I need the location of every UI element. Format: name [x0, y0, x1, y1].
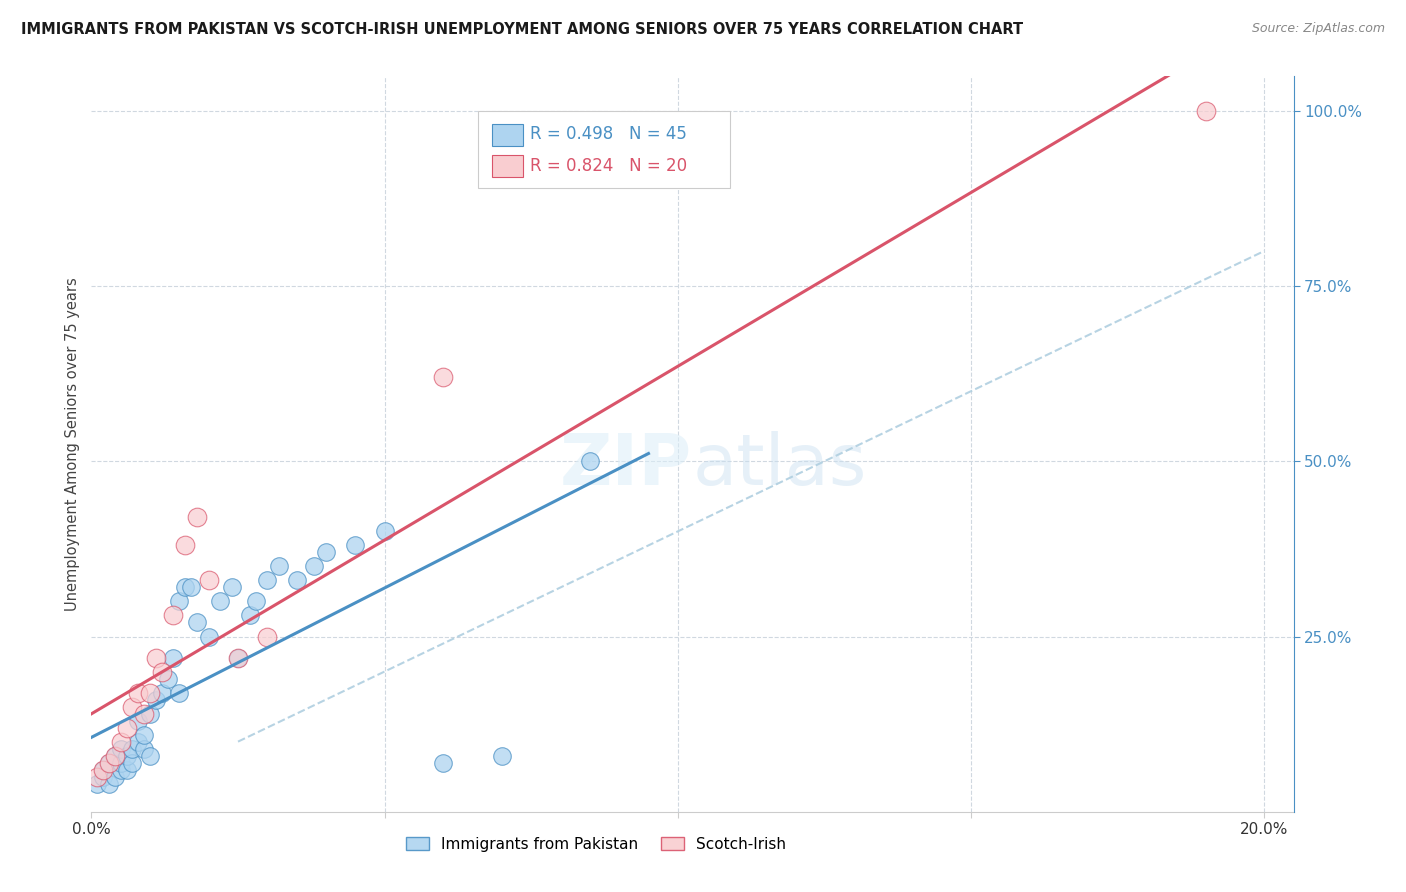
Point: [186, 510, 208, 524]
Point: [226, 650, 249, 665]
Point: [110, 734, 132, 748]
Point: [186, 615, 208, 630]
Point: [374, 524, 396, 539]
Point: [145, 650, 167, 665]
Point: [127, 734, 149, 748]
Point: [86, 770, 108, 784]
Point: [197, 574, 219, 588]
Point: [1194, 103, 1216, 118]
Text: R = 0.498   N = 45: R = 0.498 N = 45: [530, 125, 688, 144]
Point: [110, 756, 132, 770]
Point: [162, 608, 184, 623]
Point: [221, 581, 243, 595]
Point: [91, 763, 114, 777]
Text: IMMIGRANTS FROM PAKISTAN VS SCOTCH-IRISH UNEMPLOYMENT AMONG SENIORS OVER 75 YEAR: IMMIGRANTS FROM PAKISTAN VS SCOTCH-IRISH…: [21, 22, 1024, 37]
Point: [256, 574, 278, 588]
Point: [127, 685, 149, 699]
Point: [145, 692, 167, 706]
Point: [169, 594, 191, 608]
Point: [239, 608, 262, 623]
Text: ZIP: ZIP: [560, 432, 692, 500]
Text: atlas: atlas: [692, 432, 868, 500]
Point: [302, 559, 325, 574]
Point: [115, 721, 138, 735]
Point: [121, 756, 143, 770]
Point: [245, 594, 267, 608]
Point: [432, 370, 454, 384]
Point: [104, 748, 127, 763]
Point: [127, 714, 149, 728]
Y-axis label: Unemployment Among Seniors over 75 years: Unemployment Among Seniors over 75 years: [65, 277, 80, 611]
Point: [134, 741, 156, 756]
Point: [134, 728, 156, 742]
Point: [285, 574, 308, 588]
Point: [256, 630, 278, 644]
Point: [98, 777, 121, 791]
Point: [315, 545, 337, 559]
Point: [156, 672, 179, 686]
Point: [86, 777, 108, 791]
Point: [115, 748, 138, 763]
Point: [267, 559, 290, 574]
Text: Source: ZipAtlas.com: Source: ZipAtlas.com: [1251, 22, 1385, 36]
Point: [91, 763, 114, 777]
Point: [104, 748, 127, 763]
Point: [98, 756, 121, 770]
Point: [174, 581, 197, 595]
Point: [226, 650, 249, 665]
Point: [180, 581, 202, 595]
Point: [139, 706, 162, 721]
Point: [491, 748, 513, 763]
Point: [169, 685, 191, 699]
Legend: Immigrants from Pakistan, Scotch-Irish: Immigrants from Pakistan, Scotch-Irish: [398, 829, 794, 859]
Point: [121, 699, 143, 714]
Point: [115, 763, 138, 777]
Point: [432, 756, 454, 770]
Text: R = 0.824   N = 20: R = 0.824 N = 20: [530, 156, 688, 175]
Point: [110, 763, 132, 777]
Point: [344, 538, 367, 552]
Point: [579, 454, 602, 468]
Point: [110, 741, 132, 756]
Point: [150, 665, 173, 679]
Point: [139, 748, 162, 763]
Point: [139, 685, 162, 699]
Point: [197, 630, 219, 644]
Point: [209, 594, 232, 608]
Point: [104, 770, 127, 784]
Point: [174, 538, 197, 552]
Point: [150, 685, 173, 699]
Point: [98, 756, 121, 770]
Point: [162, 650, 184, 665]
Point: [91, 770, 114, 784]
Point: [121, 741, 143, 756]
Point: [134, 706, 156, 721]
